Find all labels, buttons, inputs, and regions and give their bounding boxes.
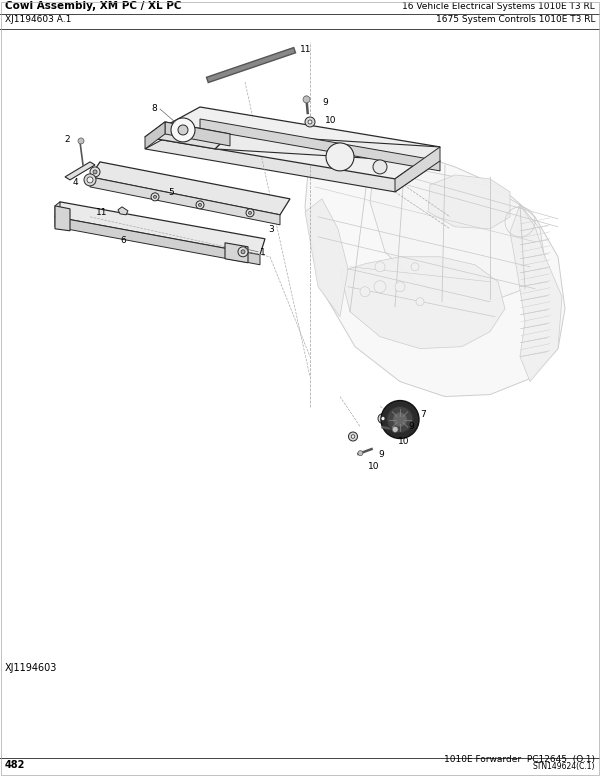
Text: 9: 9	[408, 422, 414, 431]
Polygon shape	[340, 257, 505, 348]
Text: 16 Vehicle Electrical Systems 1010E T3 RL: 16 Vehicle Electrical Systems 1010E T3 R…	[402, 2, 595, 11]
Text: 11: 11	[300, 44, 311, 54]
Text: XJ1194603 A.1: XJ1194603 A.1	[5, 15, 71, 23]
Circle shape	[375, 262, 385, 272]
Text: 10: 10	[398, 437, 409, 446]
Circle shape	[381, 417, 385, 421]
Text: 1010E Forwarder  PC12645  (O.1): 1010E Forwarder PC12645 (O.1)	[444, 755, 595, 764]
Circle shape	[84, 174, 96, 186]
Polygon shape	[55, 206, 70, 230]
Text: 7: 7	[420, 410, 426, 419]
Polygon shape	[305, 199, 348, 317]
Circle shape	[238, 247, 248, 257]
Text: 9: 9	[378, 450, 384, 459]
Circle shape	[387, 407, 413, 432]
Circle shape	[395, 282, 405, 292]
Text: 3: 3	[268, 225, 274, 234]
Circle shape	[303, 96, 310, 103]
Polygon shape	[428, 175, 510, 229]
Circle shape	[90, 167, 100, 177]
Circle shape	[241, 250, 245, 254]
Polygon shape	[145, 122, 230, 149]
Text: 482: 482	[5, 760, 25, 770]
Circle shape	[246, 209, 254, 217]
Circle shape	[93, 170, 97, 174]
Text: 2: 2	[64, 136, 70, 144]
Circle shape	[171, 118, 195, 142]
Circle shape	[378, 414, 388, 424]
Polygon shape	[370, 162, 545, 302]
Circle shape	[358, 451, 363, 456]
Polygon shape	[145, 119, 440, 192]
Polygon shape	[395, 147, 440, 192]
Circle shape	[360, 286, 370, 296]
Polygon shape	[200, 119, 440, 171]
Polygon shape	[215, 134, 440, 162]
Text: 11: 11	[95, 208, 107, 217]
Text: XJ1194603: XJ1194603	[5, 663, 58, 673]
Circle shape	[373, 160, 387, 174]
Polygon shape	[55, 217, 260, 265]
Circle shape	[305, 117, 315, 127]
Circle shape	[154, 196, 157, 199]
Polygon shape	[55, 202, 265, 255]
Polygon shape	[305, 142, 565, 397]
Polygon shape	[90, 162, 290, 215]
Circle shape	[196, 201, 204, 209]
Text: 10: 10	[368, 462, 380, 471]
Circle shape	[411, 263, 419, 271]
Text: 4: 4	[73, 178, 78, 187]
Polygon shape	[510, 205, 562, 382]
Circle shape	[326, 143, 354, 171]
Circle shape	[199, 203, 202, 206]
Polygon shape	[165, 122, 230, 146]
Circle shape	[351, 435, 355, 438]
Circle shape	[392, 427, 398, 432]
Circle shape	[308, 120, 312, 124]
Text: Cowl Assembly, XM PC / XL PC: Cowl Assembly, XM PC / XL PC	[5, 1, 182, 11]
Circle shape	[78, 138, 84, 144]
Text: 1675 System Controls 1010E T3 RL: 1675 System Controls 1010E T3 RL	[436, 15, 595, 23]
Text: 5: 5	[168, 189, 174, 197]
Circle shape	[349, 432, 358, 441]
Polygon shape	[145, 107, 440, 179]
Polygon shape	[90, 177, 280, 225]
Text: 9: 9	[322, 98, 328, 106]
Circle shape	[393, 413, 407, 427]
Text: STN149624(C.1): STN149624(C.1)	[533, 762, 595, 771]
Polygon shape	[65, 162, 95, 180]
Polygon shape	[225, 243, 248, 263]
Polygon shape	[55, 202, 60, 217]
Circle shape	[178, 125, 188, 135]
Circle shape	[248, 211, 251, 214]
Text: 10: 10	[325, 116, 337, 126]
Circle shape	[151, 193, 159, 201]
Text: 6: 6	[120, 237, 126, 245]
Circle shape	[381, 400, 419, 438]
Circle shape	[416, 298, 424, 306]
Text: 8: 8	[151, 105, 157, 113]
Polygon shape	[145, 122, 165, 149]
Circle shape	[87, 177, 93, 183]
Text: 1: 1	[260, 248, 266, 258]
Polygon shape	[118, 207, 128, 215]
Circle shape	[374, 281, 386, 293]
